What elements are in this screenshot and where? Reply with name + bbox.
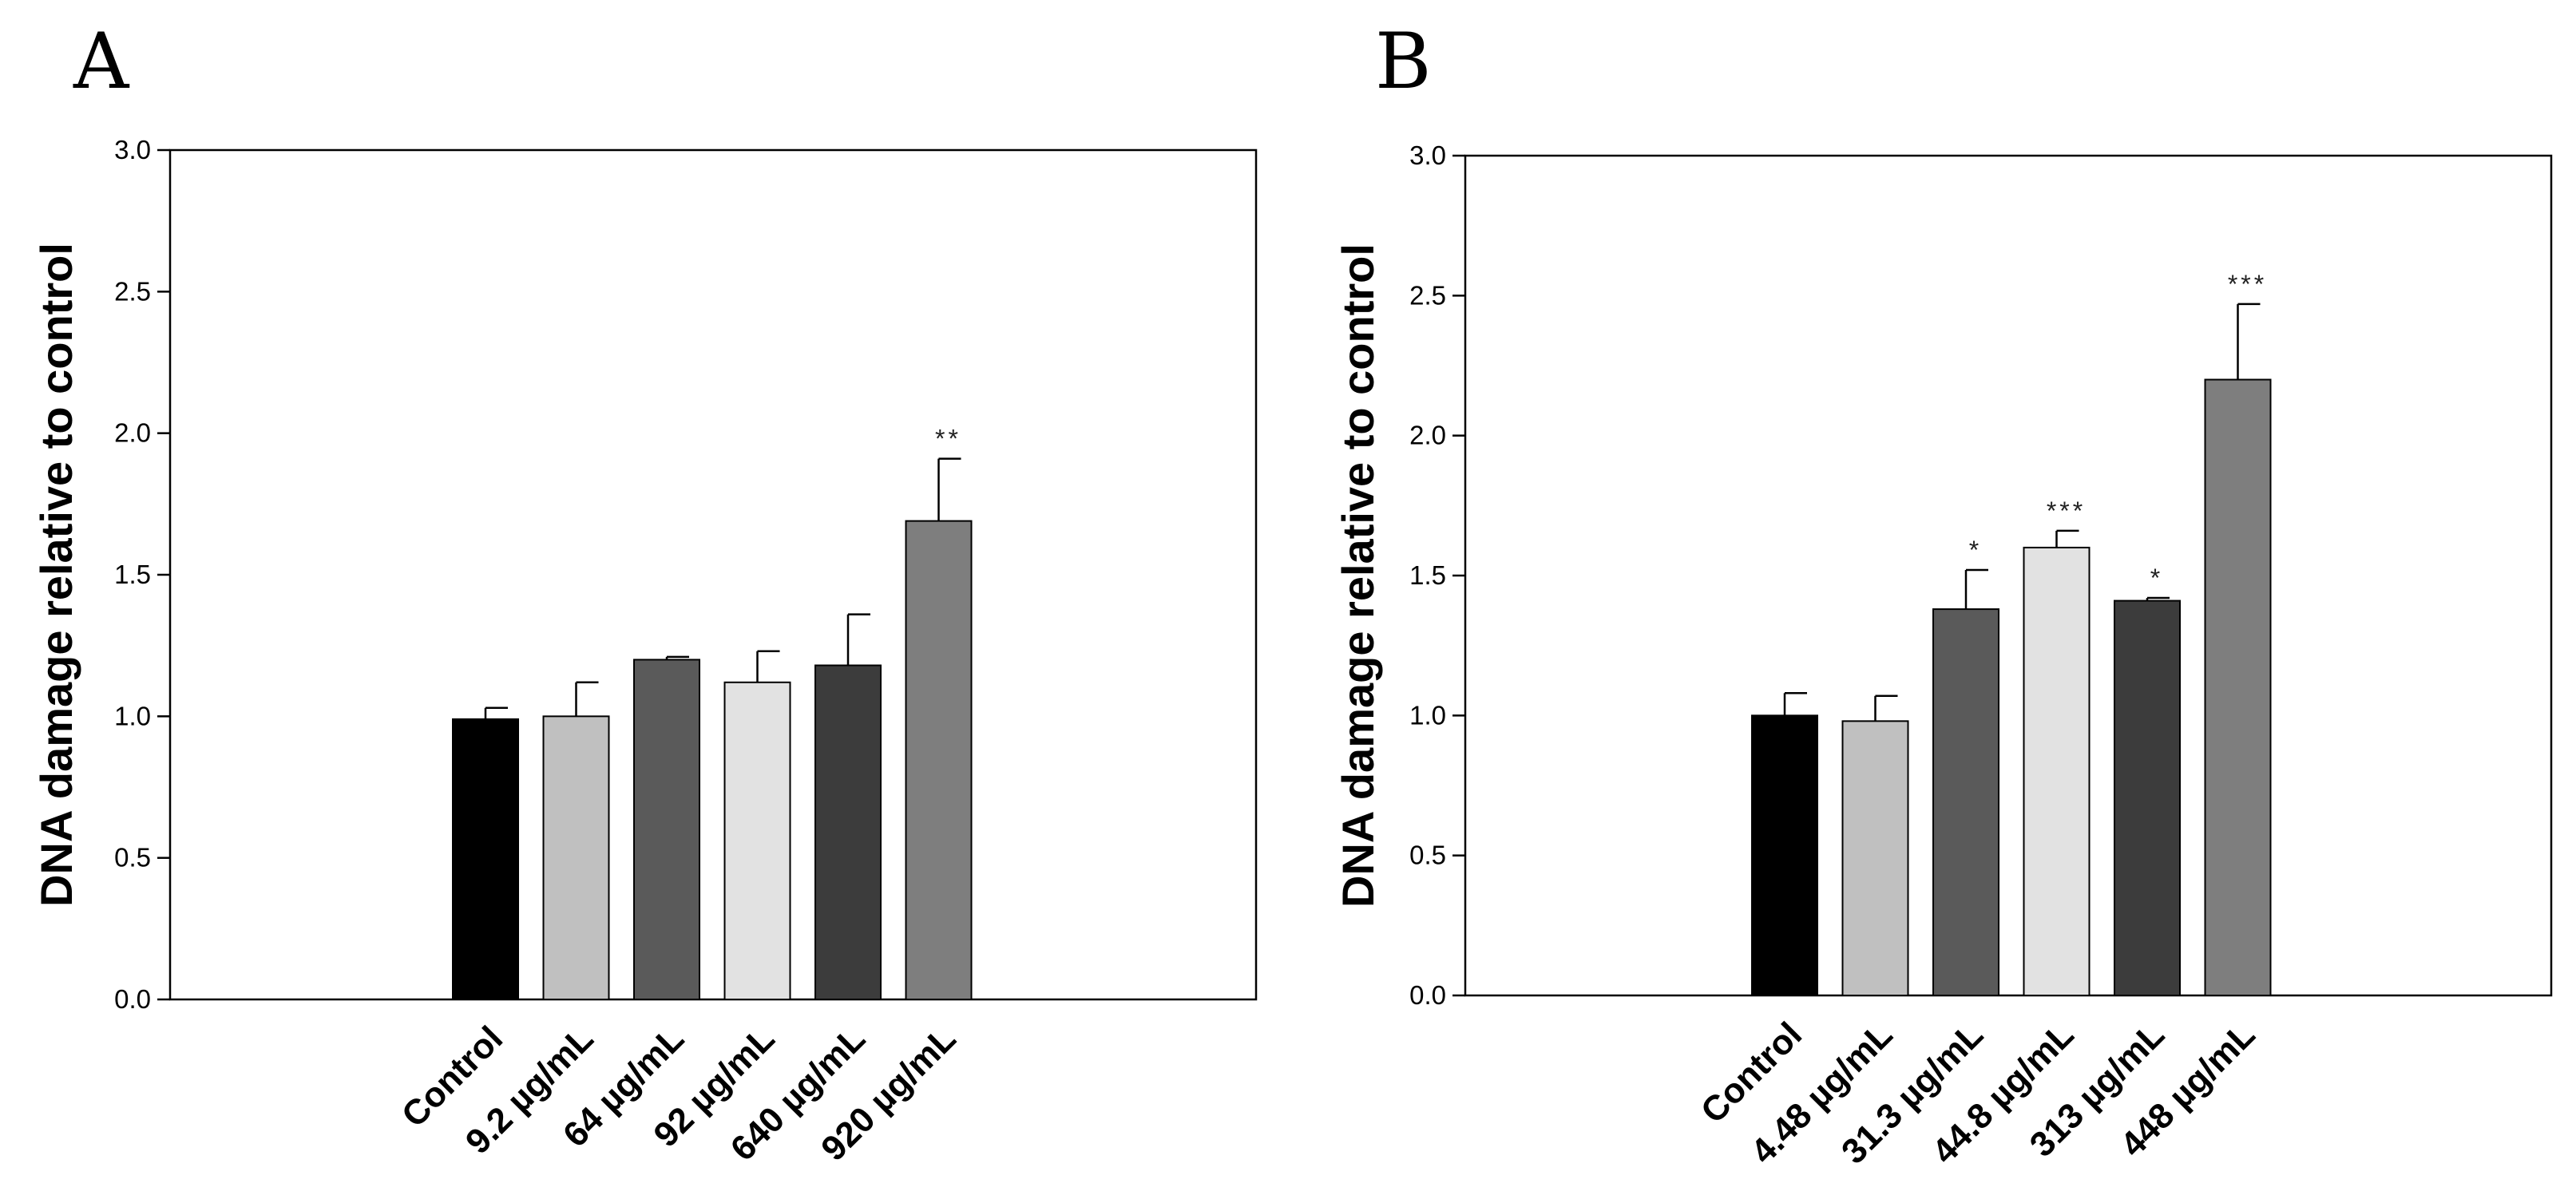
panel-letter: B <box>1375 17 1432 106</box>
y-tick-label: 2.5 <box>114 276 151 306</box>
bar <box>2114 600 2181 996</box>
bar <box>542 715 610 1000</box>
bar <box>1932 608 1999 997</box>
panel-a: A 0.0 0.5 1.0 1.5 2.0 2.5 3.0 DNA damage relativ… <box>31 17 1258 1169</box>
y-tick-label: 0.0 <box>1409 980 1446 1010</box>
panel-b: B 0.0 0.5 1.0 1.5 2.0 2.5 3.0 DNA damage relativ… <box>1333 17 2553 1172</box>
bar <box>633 659 700 1001</box>
significance-marker: ** <box>935 425 961 453</box>
significance-marker: * <box>2150 564 2163 592</box>
y-tick-label: 3.0 <box>114 135 151 164</box>
y-tick-label: 0.0 <box>114 984 151 1014</box>
bar <box>1841 720 1909 996</box>
y-tick-label: 0.5 <box>114 843 151 873</box>
bar <box>2204 378 2272 996</box>
y-tick-label: 1.5 <box>1409 560 1446 590</box>
significance-marker: * <box>1969 536 1982 564</box>
bar <box>905 520 973 1000</box>
significance-marker: *** <box>2228 270 2267 299</box>
y-tick-label: 1.5 <box>114 560 151 589</box>
y-tick-label: 1.0 <box>1409 700 1446 730</box>
panel-letter: A <box>73 17 130 106</box>
bar <box>2023 546 2091 996</box>
bar <box>1751 714 1818 996</box>
y-tick-label: 2.0 <box>114 418 151 448</box>
bar <box>723 681 791 1000</box>
y-tick-label: 0.5 <box>1409 841 1446 870</box>
bar <box>452 718 519 1000</box>
bar <box>814 664 882 1000</box>
y-tick-label: 1.0 <box>114 701 151 730</box>
plot-frame <box>168 148 1258 1001</box>
significance-marker: *** <box>2047 497 2086 525</box>
y-tick-label: 3.0 <box>1409 140 1446 170</box>
y-tick-label: 2.0 <box>1409 421 1446 450</box>
plot-frame <box>1464 154 2553 997</box>
y-axis-title: DNA damage relative to control <box>1333 243 1383 908</box>
y-axis-title: DNA damage relative to control <box>31 243 81 907</box>
y-tick-label: 2.5 <box>1409 280 1446 310</box>
